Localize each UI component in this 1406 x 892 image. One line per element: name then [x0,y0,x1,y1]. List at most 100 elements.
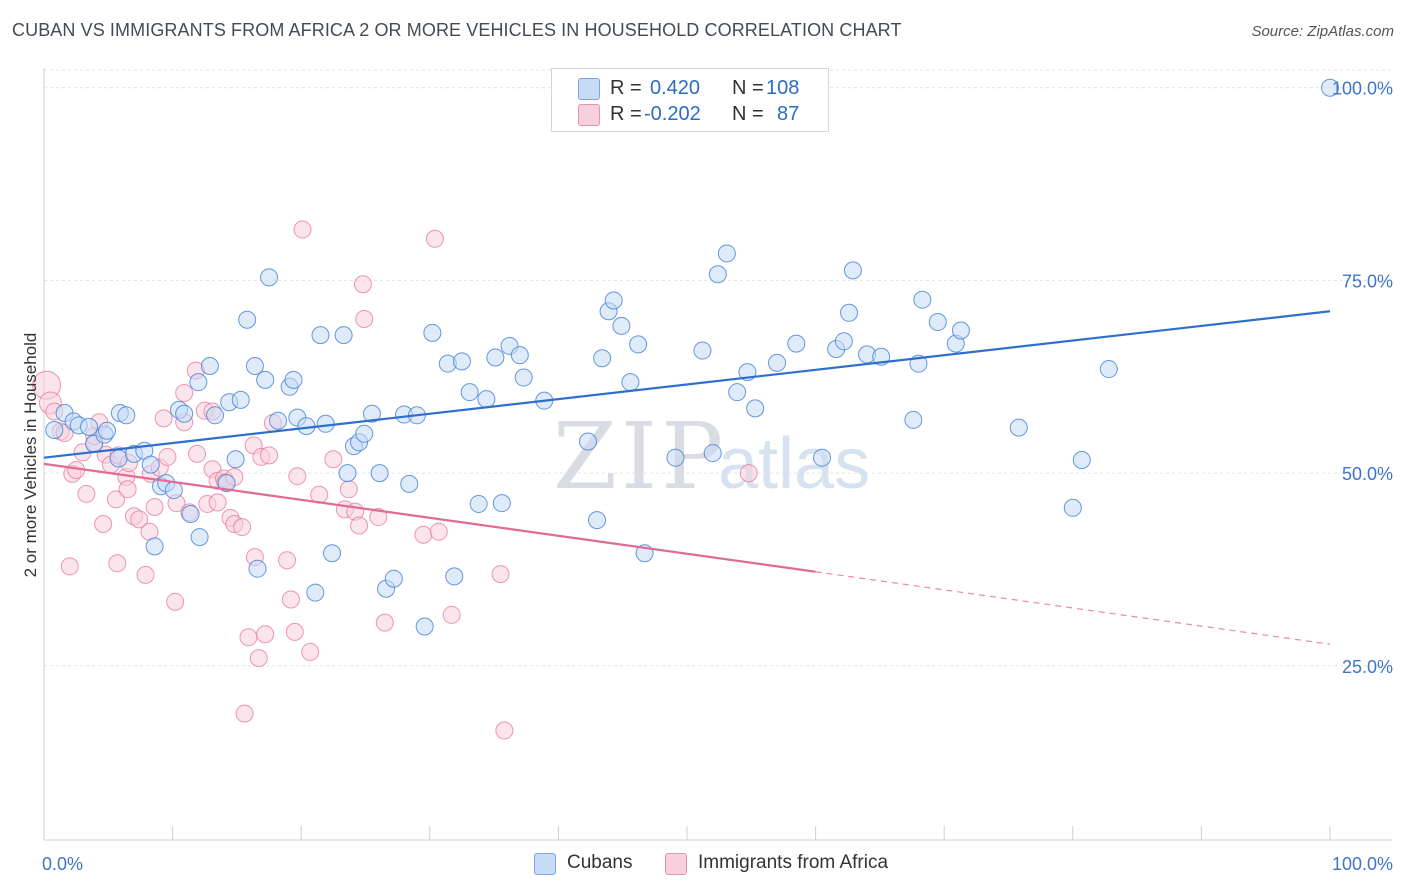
africa-point [324,450,343,469]
cubans-point [226,450,245,469]
africa-point [239,628,258,647]
africa-point [739,464,758,483]
r-value: -0.202 [644,103,701,125]
africa-point [375,613,394,632]
cubans-point [460,383,479,402]
africa-point [166,592,185,611]
cubans-point [245,356,264,375]
cubans-point [604,291,623,310]
cubans-point [693,341,712,360]
africa-point [353,275,372,294]
y-tick-label: 75.0% [1342,271,1393,291]
africa-point [175,383,194,402]
cubans-point [260,268,279,287]
africa-point [94,514,113,533]
cubans-point [834,332,853,351]
africa-point [145,498,164,517]
africa-point [414,525,433,544]
africa-legend-icon [665,853,687,875]
africa-point [369,508,388,527]
r-label: R = [610,77,642,99]
r-value: 0.420 [650,77,701,99]
africa-point [108,554,127,573]
stats-legend: R = 0.420 N = 108 R = -0.202 N = 87 [551,68,829,132]
cubans-point [316,414,335,433]
cubans-swatch-icon [578,78,600,100]
africa-point [208,493,227,512]
cubans-point [510,346,529,365]
cubans-point [708,265,727,284]
cubans-point [593,349,612,368]
cubans-point [117,406,136,425]
africa-point [256,625,275,644]
cubans-point [445,567,464,586]
cubans-point [384,569,403,588]
cubans-point [469,494,488,513]
tick-labels: 25.0% 50.0% 75.0% 100.0% 0.0% 100.0% [42,79,1393,874]
cubans-point [666,448,685,467]
cubans-point [400,474,419,493]
cubans-point [904,410,923,429]
cubans-point [98,421,117,440]
cubans-point [238,310,257,329]
africa-point [130,510,149,529]
cubans-point [181,504,200,523]
stats-row-cubans: R = 0.420 N = 108 [552,77,828,103]
africa-point [285,622,304,641]
africa-point [118,480,137,499]
cubans-point [109,449,128,468]
africa-point [77,484,96,503]
cubans-point [840,303,859,322]
africa-point [188,444,207,463]
africa-point [278,551,297,570]
x-tick-label: 100.0% [1332,854,1393,874]
africa-point [281,590,300,609]
cubans-legend-icon [534,853,556,875]
cubans-point [768,353,787,372]
cubans-point [338,464,357,483]
cubans-point [492,494,511,513]
cubans-point [1099,360,1118,379]
cubans-point [621,373,640,392]
cubans-trend-line [43,310,1331,459]
cubans-point [311,326,330,345]
cubans-point [256,370,275,389]
y-tick-label: 25.0% [1342,657,1393,677]
cubans-point [269,411,288,430]
africa-point [293,220,312,239]
watermark-atlas: atlas [718,424,870,504]
n-label: N = [732,77,764,99]
n-label: N = [732,103,764,125]
cubans-point [843,261,862,280]
trend-lines [43,310,1331,645]
cubans-point [362,404,381,423]
cubans-point [477,390,496,409]
cubans-point [284,370,303,389]
cubans-point [248,559,267,578]
africa-point [288,467,307,486]
series-cubans-points [45,78,1339,636]
cubans-point [951,321,970,340]
cubans-point [355,424,374,443]
africa-point [136,565,155,584]
cubans-point [145,537,164,556]
cubans-point [323,544,342,563]
africa-point [301,642,320,661]
cubans-point [612,316,631,335]
cubans-point [164,481,183,500]
cubans-point [175,404,194,423]
n-value: 108 [766,77,800,99]
cubans-point [913,290,932,309]
cubans-point [452,352,471,371]
n-value: 87 [777,103,800,125]
cubans-point [1009,418,1028,437]
cubans-point [334,326,353,345]
cubans-point [703,444,722,463]
africa-point [260,446,279,465]
africa-swatch-icon [578,104,600,126]
cubans-point [206,406,225,425]
cubans-point [813,448,832,467]
cubans-point [928,313,947,332]
cubans-point [1072,451,1091,470]
